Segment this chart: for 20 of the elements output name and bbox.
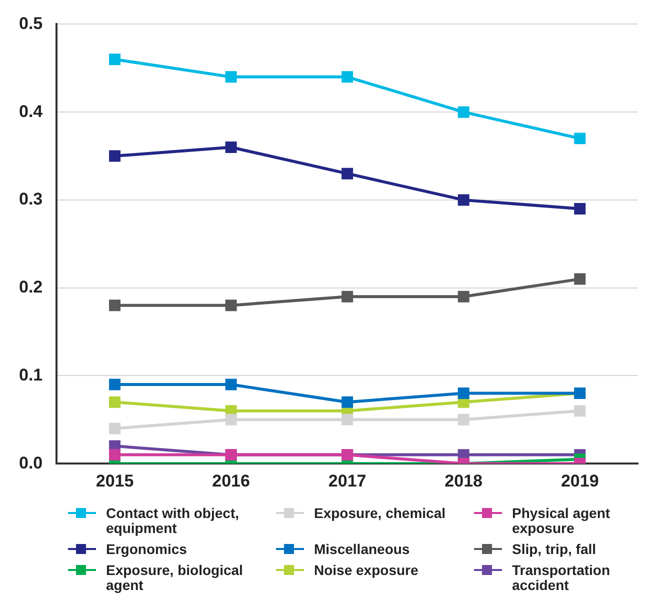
x-tick-label: 2018 — [444, 471, 483, 490]
legend-label: Ergonomics — [106, 541, 187, 557]
legend-label: Miscellaneous — [314, 541, 410, 557]
legend-label: Physical agent exposure — [512, 505, 612, 536]
y-tick-label: 0.2 — [18, 278, 43, 297]
legend-label: Exposure, chemical — [314, 505, 446, 521]
x-tick-label: 2019 — [560, 471, 599, 490]
x-tick-label: 2015 — [96, 471, 134, 490]
legend-label: Noise exposure — [314, 562, 418, 578]
y-tick-label: 0.3 — [18, 190, 43, 209]
y-tick-label: 0.1 — [18, 365, 43, 384]
y-tick-label: 0.5 — [18, 14, 43, 33]
legend-label: Exposure, biological agent — [106, 562, 244, 593]
legend-label: Transportation accident — [512, 562, 612, 593]
y-tick-label: 0.4 — [18, 102, 44, 121]
x-tick-label: 2017 — [328, 471, 366, 490]
legend-label: Contact with object, equipment — [106, 505, 240, 536]
x-tick-label: 2016 — [212, 471, 250, 490]
legend-label: Slip, trip, fall — [512, 541, 596, 557]
y-tick-label: 0.0 — [18, 453, 43, 472]
